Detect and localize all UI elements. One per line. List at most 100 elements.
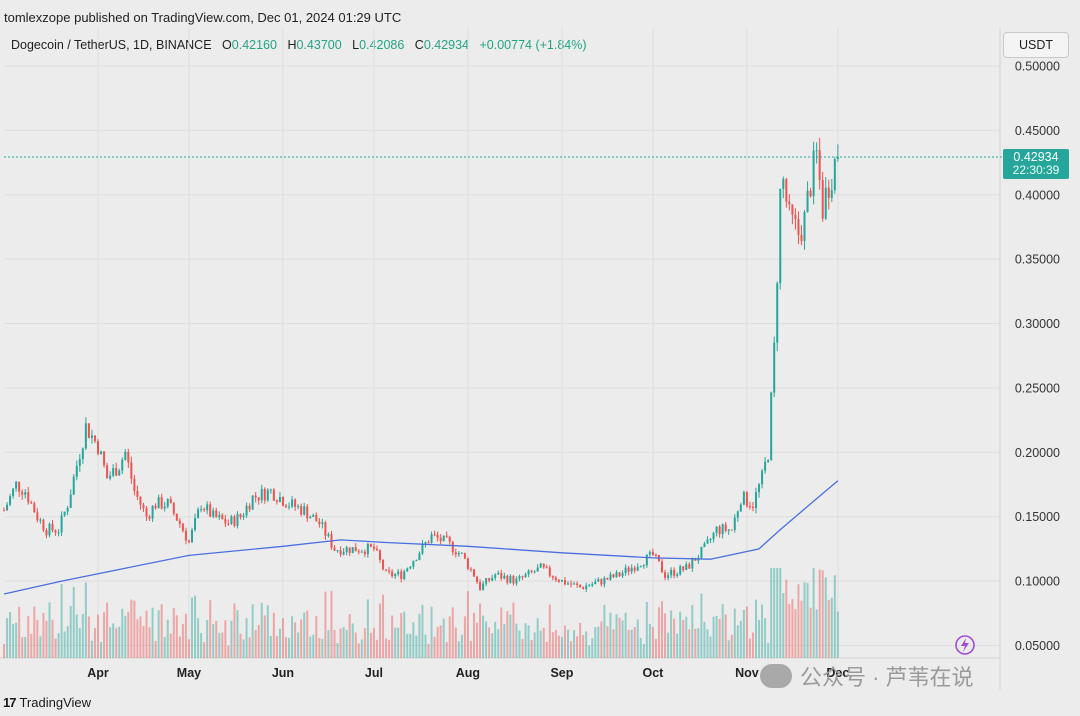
volume-bar xyxy=(585,631,588,658)
candle-body xyxy=(642,565,645,567)
candle-body xyxy=(806,190,809,213)
price-axis: 0.50000 0.45000 0.40000 0.35000 0.30000 0.250… xyxy=(1015,60,1060,654)
volume-bar xyxy=(536,618,539,658)
change-value: +0.00774 (+1.84%) xyxy=(479,38,587,52)
candle-body xyxy=(24,492,27,495)
volume-bar xyxy=(764,618,767,658)
candle-body xyxy=(639,566,642,568)
volume-bar xyxy=(509,614,512,658)
candle-body xyxy=(333,547,336,551)
candle-body xyxy=(169,499,172,504)
volume-bar xyxy=(591,638,594,658)
volume-bar xyxy=(800,600,803,658)
volume-bar xyxy=(369,632,372,658)
candle-body xyxy=(242,515,245,518)
volume-bar xyxy=(160,604,163,658)
candle-body xyxy=(309,516,312,519)
volume-bar xyxy=(391,615,394,658)
candle-body xyxy=(745,492,748,507)
candle-body xyxy=(78,459,81,466)
volume-bar xyxy=(654,638,657,658)
volume-bar xyxy=(257,624,260,658)
volume-bar xyxy=(106,602,109,658)
candle-body xyxy=(424,542,427,544)
candle-body xyxy=(603,577,606,585)
tradingview-logo-icon: 17 xyxy=(3,695,17,710)
candle-body xyxy=(797,219,800,235)
candle-body xyxy=(488,578,491,581)
volume-bar xyxy=(97,614,99,658)
footer-brand[interactable]: 17 TradingView xyxy=(3,695,91,710)
candle-body xyxy=(815,150,818,152)
candle-body xyxy=(351,547,354,554)
volume-bar xyxy=(715,615,718,658)
candle-body xyxy=(245,505,248,516)
candle-body xyxy=(157,497,160,509)
candle-body xyxy=(761,470,764,485)
candle-body xyxy=(48,523,51,536)
candle-body xyxy=(755,492,757,509)
volume-bar xyxy=(527,625,530,658)
candle-body xyxy=(391,571,394,577)
volume-bar xyxy=(203,642,206,658)
volume-bar xyxy=(515,623,518,658)
volume-bar xyxy=(63,631,66,658)
volume-bar xyxy=(833,575,836,658)
candle-body xyxy=(163,506,166,509)
volume-bar xyxy=(318,637,321,658)
candle-body xyxy=(709,539,712,541)
candle-body xyxy=(363,551,366,555)
candle-body xyxy=(667,575,670,578)
volume-bar xyxy=(521,638,524,658)
volume-bar xyxy=(648,623,651,658)
candle-body xyxy=(303,506,306,515)
candle-body xyxy=(315,514,318,522)
candle-body xyxy=(154,505,157,509)
volume-bar xyxy=(582,634,585,658)
candle-body xyxy=(436,534,439,538)
volume-bar xyxy=(21,637,24,658)
volume-bar xyxy=(560,637,563,658)
x-tick-label: Dec xyxy=(826,666,849,680)
candle-body xyxy=(473,569,475,577)
lightning-icon[interactable] xyxy=(955,635,975,655)
volume-bar xyxy=(291,616,294,658)
volume-bar xyxy=(184,613,187,658)
candle-body xyxy=(39,519,42,521)
candle-body xyxy=(715,526,718,533)
candle-body xyxy=(145,508,148,517)
symbol-label[interactable]: Dogecoin / TetherUS, 1D, BINANCE xyxy=(11,38,212,52)
volume-bar xyxy=(118,626,121,658)
volume-bar xyxy=(57,633,60,658)
candle-body xyxy=(294,499,297,507)
candle-body xyxy=(688,564,691,569)
volume-bar xyxy=(200,632,203,658)
volume-bar xyxy=(815,609,818,658)
volume-bar xyxy=(612,629,615,658)
candle-body xyxy=(664,572,667,578)
candle-body xyxy=(791,204,794,215)
candle-body xyxy=(375,548,378,551)
candle-body xyxy=(654,554,657,556)
volume-bar xyxy=(600,621,603,658)
candle-body xyxy=(357,551,360,553)
currency-button[interactable]: USDT xyxy=(1003,32,1069,58)
candle-body xyxy=(576,583,579,585)
candle-body xyxy=(6,504,9,511)
candle-body xyxy=(770,392,773,460)
candle-body xyxy=(827,187,830,198)
volume-bar xyxy=(397,627,400,658)
volume-bar xyxy=(309,636,312,658)
volume-bar xyxy=(133,600,136,658)
candle-body xyxy=(648,551,651,555)
candle-body xyxy=(181,523,184,531)
chart-grid xyxy=(0,28,1001,690)
candle-body xyxy=(354,547,357,552)
candle-body xyxy=(503,575,506,579)
volume-bar xyxy=(406,633,409,658)
candle-body xyxy=(118,470,121,476)
volume-bar xyxy=(45,620,48,658)
candle-body xyxy=(445,535,448,537)
candle-body xyxy=(36,512,39,521)
